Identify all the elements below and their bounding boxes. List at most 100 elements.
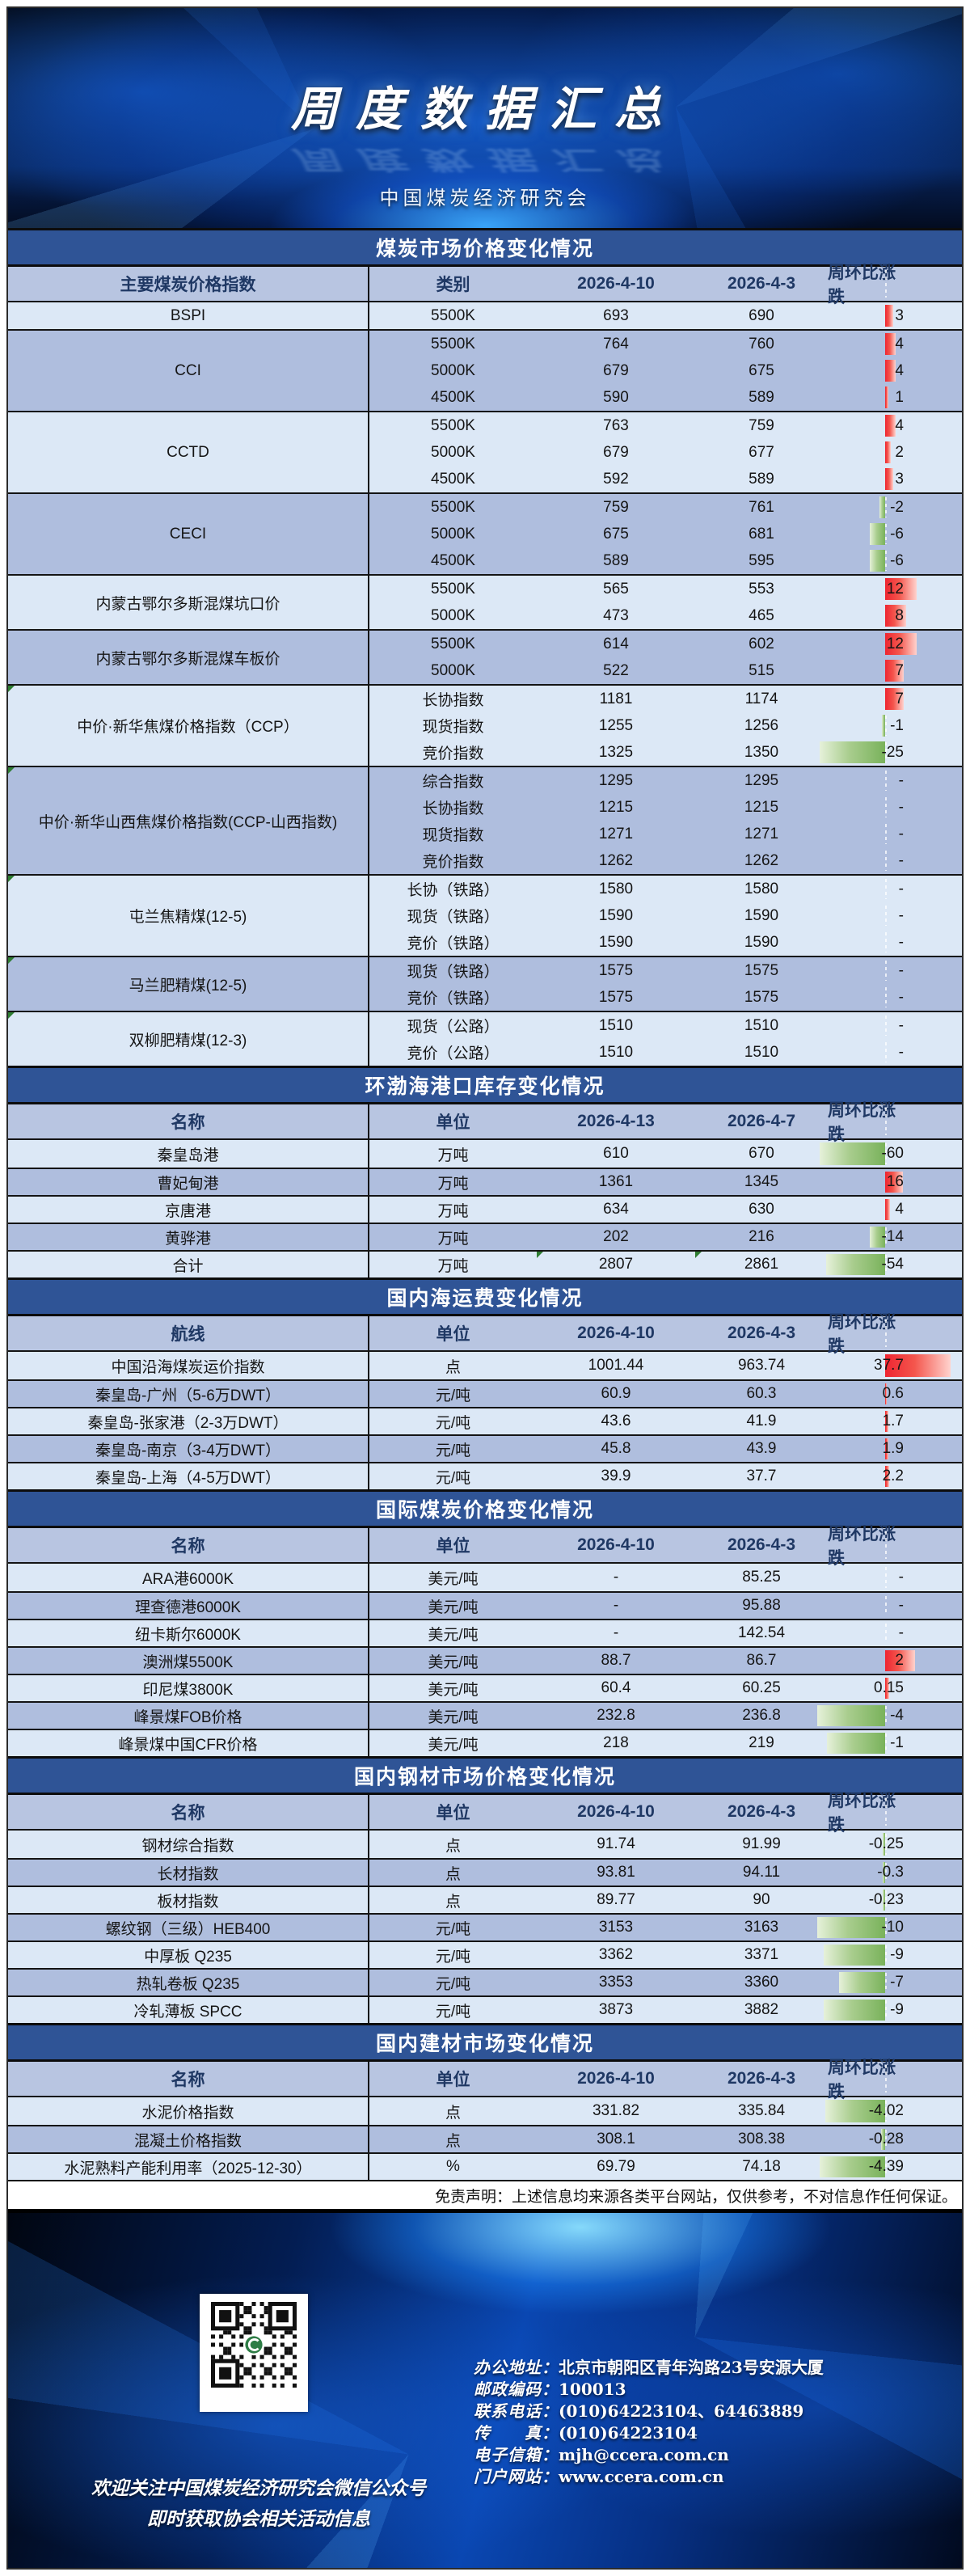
value-previous: 553: [749, 580, 774, 598]
change-cell: -: [828, 984, 962, 1011]
data-table-1: 主要煤炭价格指数 类别 2026-4-10 2026-4-3 周环比涨跌 BSPI 5500…: [8, 264, 962, 1066]
table-row: 理查德港6000K 美元/吨 - 95.88 -: [8, 1591, 962, 1619]
row-label: 曹妃甸港: [8, 1169, 369, 1195]
change-cell: -: [828, 902, 962, 929]
contact-value: 100013: [559, 2380, 626, 2399]
change-cell: -6: [828, 521, 962, 547]
change-data-bar: [885, 1438, 888, 1459]
change-value: -: [898, 1624, 904, 1641]
value-previous: 595: [749, 551, 774, 569]
change-data-bar: [885, 660, 904, 682]
value-previous: 677: [749, 443, 774, 461]
unit-cell: 点: [445, 1358, 461, 1376]
value-previous: 60.25: [742, 1679, 781, 1696]
change-value: 3: [895, 306, 904, 324]
table-row: 5500K 763 759 4: [369, 412, 962, 439]
change-value: -: [898, 1043, 904, 1061]
change-data-bar: [885, 441, 891, 463]
value-current: 473: [603, 606, 629, 624]
change-data-bar: [879, 496, 885, 518]
change-value: 16: [886, 1173, 904, 1190]
value-previous: 3163: [744, 1919, 779, 1936]
table-row: 现货（铁路） 1575 1575 -: [369, 957, 962, 984]
table-group: 马兰肥精煤(12-5) 现货（铁路） 1575 1575 - 竞价（铁路） 1575 1575…: [8, 956, 962, 1011]
value-current: 232.8: [597, 1707, 635, 1724]
change-data-bar: [885, 1650, 915, 1671]
value-current: 1181: [599, 690, 633, 707]
table-row: 长材指数 点 93.81 94.11 -0.3: [8, 1858, 962, 1886]
row-label: 纽卡斯尔6000K: [8, 1620, 369, 1646]
change-cell: -: [828, 767, 962, 794]
value-previous: 74.18: [742, 2158, 781, 2175]
change-data-bar: [820, 2156, 885, 2177]
table-row: 冷轧薄板 SPCC 元/吨 3873 3882 -9: [8, 1995, 962, 2023]
change-data-bar: [885, 468, 893, 490]
table-row: 秦皇岛-张家港（2-3万DWT） 元/吨 43.6 41.9 1.7: [8, 1407, 962, 1434]
wechat-follow-note: 欢迎关注中国煤炭经济研究会微信公众号 即时获取协会相关活动信息: [40, 2473, 477, 2535]
value-previous: 85.25: [742, 1569, 781, 1586]
change-cell: 0.15: [828, 1675, 962, 1701]
column-header: 周环比涨跌: [828, 1101, 962, 1144]
change-data-bar: [825, 2100, 885, 2122]
table-row: 水泥价格指数 点 331.82 335.84 -4.02: [8, 2097, 962, 2125]
row-label: CCI: [8, 331, 369, 411]
change-cell: 12: [828, 576, 962, 602]
change-value: -6: [890, 551, 904, 569]
contact-line-6: 门户网站：www.ccera.com.cn: [474, 2466, 824, 2488]
value-previous: 308.38: [737, 2130, 786, 2147]
column-header: 2026-4-7: [727, 1112, 796, 1130]
value-previous: 515: [749, 661, 774, 679]
value-previous: 3360: [744, 1974, 779, 1991]
change-value: 7: [895, 690, 904, 707]
change-cell: -0.3: [828, 1860, 962, 1886]
table-row: 澳洲煤5500K 美元/吨 88.7 86.7 2: [8, 1646, 962, 1674]
data-table-6: 名称 单位 2026-4-10 2026-4-3 周环比涨跌 水泥价格指数点 331.82 3…: [8, 2059, 962, 2180]
table-group: 内蒙古鄂尔多斯混煤车板价 5500K 614 602 12 5000K 522 515 7: [8, 629, 962, 684]
table-row: 竞价指数 1325 1350 -25: [369, 739, 962, 766]
unit-cell: 美元/吨: [428, 1570, 479, 1588]
change-data-bar: [885, 1466, 889, 1487]
change-data-bar: [885, 360, 896, 382]
value-previous: 1575: [744, 961, 779, 979]
value-previous: 630: [749, 1201, 774, 1218]
change-value: -60: [881, 1145, 904, 1162]
table-group: CCTD 5500K 763 759 4 5000K 679 677 2 4500K 592 589 3: [8, 411, 962, 492]
row-label: 秦皇岛-上海（4-5万DWT）: [8, 1463, 369, 1489]
group-rows: 5500K 693 690 3: [369, 302, 962, 329]
change-cell: -: [828, 1620, 962, 1646]
row-label: 中价·新华焦煤价格指数（CCP）: [8, 686, 369, 766]
value-current: 60.9: [601, 1385, 631, 1402]
column-header: 名称: [8, 1104, 369, 1138]
change-cell: -1: [827, 1730, 962, 1756]
change-cell: 8: [828, 602, 962, 629]
value-current: 218: [603, 1734, 629, 1751]
change-cell: 4: [828, 331, 962, 357]
change-cell: 4: [828, 357, 962, 384]
row-label: 合计: [8, 1252, 369, 1277]
change-cell: -: [828, 794, 962, 821]
row-label: 黄骅港: [8, 1224, 369, 1250]
value-current: 1295: [598, 771, 634, 789]
change-value: 1.7: [882, 1413, 904, 1429]
category-cell: 竞价指数: [422, 854, 484, 871]
row-label: 秦皇岛港: [8, 1140, 369, 1168]
value-previous: 60.3: [746, 1385, 777, 1402]
change-data-bar: [870, 550, 885, 572]
value-current: 88.7: [601, 1652, 631, 1669]
row-label: 秦皇岛-南京（3-4万DWT）: [8, 1436, 369, 1462]
table-row: 京唐港 万吨 634 630 4: [8, 1195, 962, 1223]
change-data-bar: [885, 1383, 887, 1404]
change-cell: -9: [824, 1942, 962, 1968]
value-current: 522: [603, 661, 629, 679]
wechat-qr-code: [200, 2294, 308, 2412]
column-header: 周环比涨跌: [828, 264, 962, 306]
value-current: 1361: [598, 1173, 634, 1190]
value-current: 675: [603, 525, 629, 543]
value-current: 759: [603, 498, 629, 516]
change-data-bar: [817, 1705, 885, 1726]
unit-cell: 美元/吨: [428, 1681, 479, 1699]
change-cell: 3: [828, 466, 962, 492]
value-current: 1510: [598, 1043, 634, 1061]
value-current: 2807: [537, 1252, 695, 1277]
category-cell: 5500K: [431, 580, 475, 598]
